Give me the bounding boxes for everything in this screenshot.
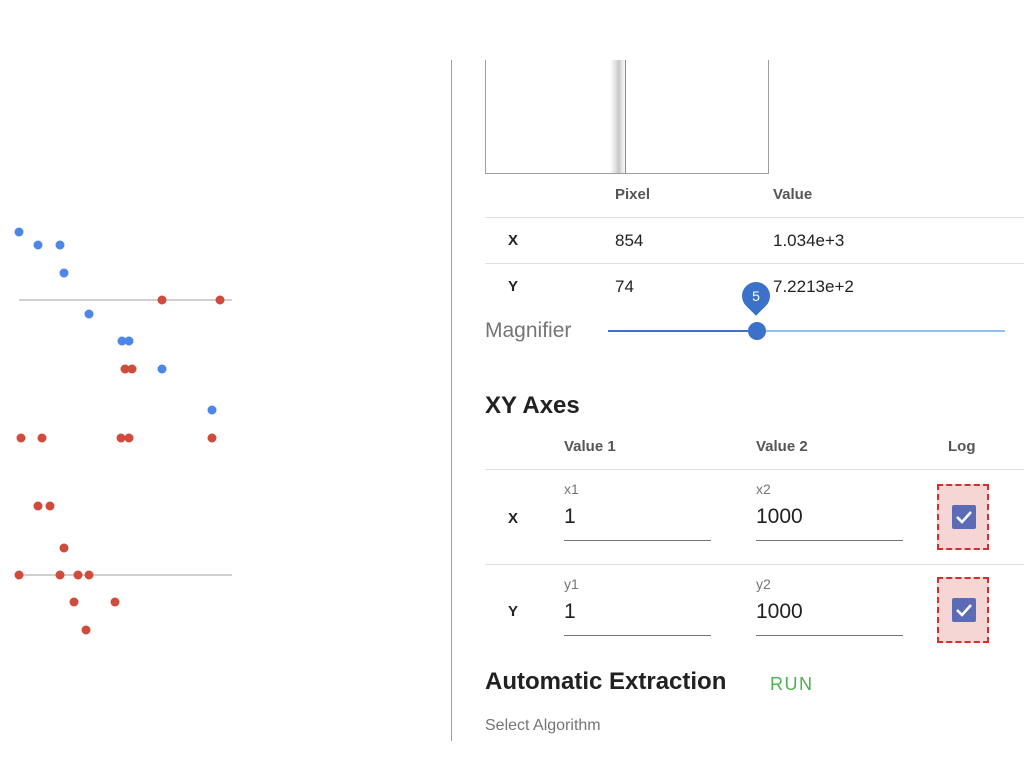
y-pixel-value: 74 (615, 277, 634, 296)
blue-data-point[interactable] (59, 268, 69, 278)
table-divider (485, 217, 1024, 218)
axis-y-label: Y (508, 603, 519, 620)
y1-input[interactable]: 1 (564, 600, 576, 623)
check-icon (952, 598, 976, 622)
red-data-point[interactable] (14, 570, 24, 580)
table-divider (485, 263, 1024, 264)
magnifier-slider-thumb[interactable] (748, 322, 766, 340)
red-data-point[interactable] (127, 364, 137, 374)
magnifier-value-text: 5 (752, 288, 760, 304)
header-value-1: Value 1 (564, 438, 616, 455)
x-log-checkbox[interactable] (937, 484, 989, 550)
red-data-point[interactable] (215, 295, 225, 305)
magnifier-view (485, 60, 769, 174)
red-data-point[interactable] (124, 433, 134, 443)
x1-underline (564, 540, 711, 541)
blue-data-point[interactable] (14, 227, 24, 237)
red-data-point[interactable] (110, 597, 120, 607)
blue-data-point[interactable] (124, 336, 134, 346)
x-data-value: 1.034e+3 (773, 231, 845, 250)
check-icon (952, 505, 976, 529)
panel-divider (451, 60, 452, 741)
red-data-point[interactable] (157, 295, 167, 305)
run-button[interactable]: RUN (770, 674, 814, 694)
red-data-point[interactable] (84, 570, 94, 580)
x1-label: x1 (564, 481, 579, 497)
table-divider (485, 469, 1024, 470)
magnifier-slider-track[interactable] (757, 330, 1005, 332)
y2-underline (756, 635, 903, 636)
red-data-point[interactable] (120, 364, 130, 374)
header-value: Value (773, 186, 813, 203)
magnifier-slider-track-filled[interactable] (608, 330, 757, 332)
red-data-point[interactable] (69, 597, 79, 607)
y2-input[interactable]: 1000 (756, 600, 803, 623)
x2-underline (756, 540, 903, 541)
red-data-point[interactable] (37, 433, 47, 443)
automatic-extraction-title: Automatic Extraction (485, 668, 727, 695)
red-data-point[interactable] (55, 570, 65, 580)
blue-data-point[interactable] (55, 240, 65, 250)
select-algorithm-label: Select Algorithm (485, 717, 601, 734)
red-data-point[interactable] (59, 543, 69, 553)
red-data-point[interactable] (81, 625, 91, 635)
row-x-label: X (508, 232, 519, 249)
y1-label: y1 (564, 576, 579, 592)
x-pixel-value: 854 (615, 231, 644, 250)
header-log: Log (948, 438, 976, 455)
axis-x-label: X (508, 510, 519, 527)
red-data-point[interactable] (116, 433, 126, 443)
red-data-point[interactable] (207, 433, 217, 443)
blue-data-point[interactable] (33, 240, 43, 250)
y-log-checkbox[interactable] (937, 577, 989, 643)
red-data-point[interactable] (33, 501, 43, 511)
magnified-gridline (610, 60, 626, 173)
magnifier-crosshair (625, 60, 626, 173)
red-data-point[interactable] (16, 433, 26, 443)
header-value-2: Value 2 (756, 438, 808, 455)
x1-input[interactable]: 1 (564, 505, 576, 528)
y1-underline (564, 635, 711, 636)
blue-data-point[interactable] (84, 309, 94, 319)
blue-data-point[interactable] (157, 364, 167, 374)
x2-input[interactable]: 1000 (756, 505, 803, 528)
plot-canvas[interactable] (0, 0, 450, 768)
blue-data-point[interactable] (207, 405, 217, 415)
row-y-label: Y (508, 278, 519, 295)
side-panel: Pixel Value X 854 1.034e+3 Y 74 7.2213e+… (452, 0, 1024, 768)
y2-label: y2 (756, 576, 771, 592)
blue-data-point[interactable] (117, 336, 127, 346)
red-data-point[interactable] (45, 501, 55, 511)
plot-svg[interactable] (0, 0, 450, 768)
red-data-point[interactable] (73, 570, 83, 580)
y-data-value: 7.2213e+2 (773, 277, 854, 296)
xy-axes-title: XY Axes (485, 392, 580, 419)
magnifier-label: Magnifier (485, 319, 572, 342)
x2-label: x2 (756, 481, 771, 497)
table-divider (485, 564, 1024, 565)
header-pixel: Pixel (615, 186, 651, 203)
